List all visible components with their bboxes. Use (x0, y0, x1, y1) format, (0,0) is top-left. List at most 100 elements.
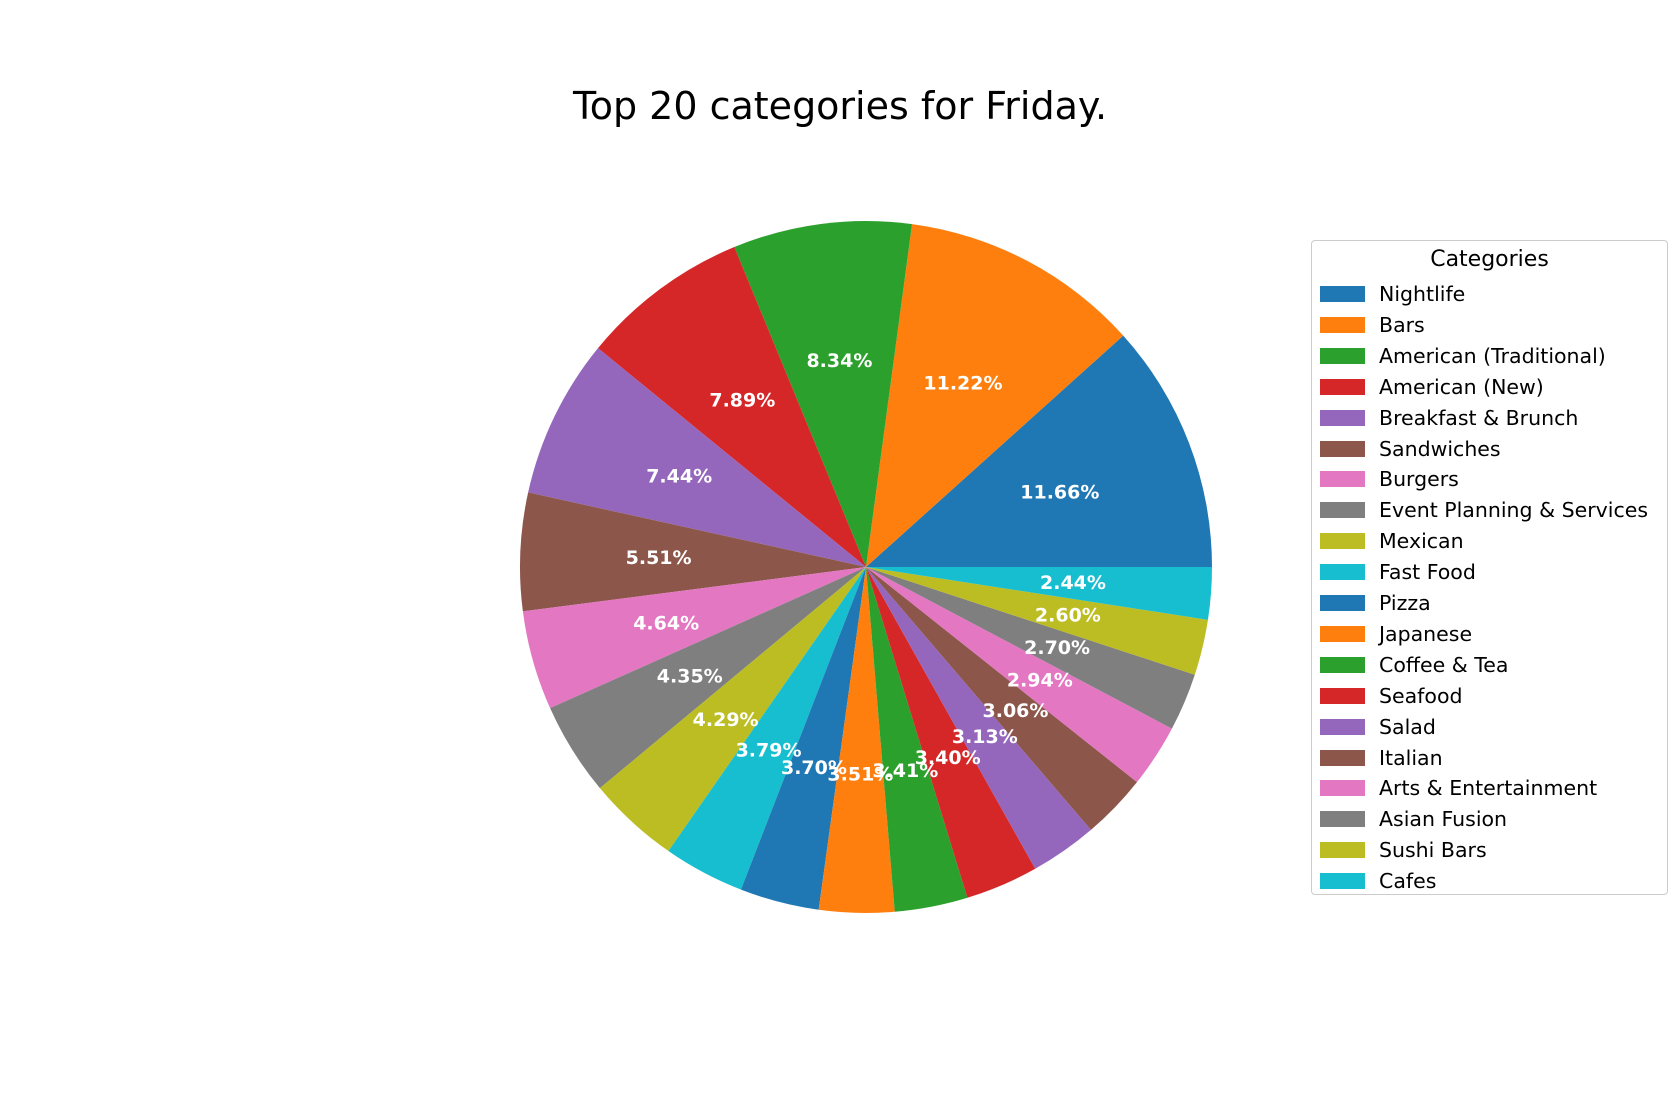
legend-swatch (1320, 595, 1365, 611)
slice-percent-label: 2.44% (1040, 572, 1106, 594)
legend-swatch (1320, 316, 1365, 333)
pie-slice (597, 247, 866, 567)
legend-item: Pizza (1320, 588, 1431, 618)
pie-slice (866, 567, 1208, 675)
slice-percent-label: 3.06% (983, 700, 1049, 722)
pie-slice (734, 220, 913, 567)
legend-label: Cafes (1379, 869, 1437, 894)
slice-percent-label: 2.70% (1024, 637, 1090, 659)
legend-item: Salad (1320, 712, 1436, 742)
slice-percent-label: 7.89% (709, 389, 775, 411)
legend-swatch (1320, 780, 1365, 797)
legend-swatch (1320, 533, 1365, 550)
legend-item: Fast Food (1320, 557, 1476, 587)
slice-percent-label: 3.70% (781, 757, 847, 779)
legend-label: Arts & Entertainment (1379, 776, 1598, 801)
legend-label: Sandwiches (1379, 436, 1501, 461)
legend-label: Nightlife (1379, 282, 1466, 306)
legend-label: American (Traditional) (1379, 343, 1606, 368)
legend-label: Burgers (1379, 467, 1459, 492)
legend-label: Breakfast & Brunch (1379, 405, 1579, 430)
legend-item: Cafes (1320, 866, 1436, 896)
legend-swatch (1320, 286, 1365, 302)
legend-label: Sushi Bars (1379, 838, 1487, 863)
legend-item: Asian Fusion (1320, 804, 1507, 834)
legend-label: Bars (1379, 312, 1425, 337)
slice-percent-label: 2.60% (1035, 604, 1101, 626)
legend-swatch (1320, 471, 1365, 488)
legend-item: Arts & Entertainment (1320, 773, 1597, 803)
pie-slice (866, 567, 968, 912)
legend-label: American (New) (1379, 374, 1544, 399)
pie-slice (866, 567, 1138, 830)
legend-item: Coffee & Tea (1320, 650, 1508, 680)
legend-item: Bars (1320, 310, 1425, 340)
legend-item: American (New) (1320, 372, 1544, 402)
legend-item: Mexican (1320, 526, 1464, 556)
legend: Categories Nightlife Bars American (Tradit… (1311, 240, 1668, 895)
slice-percent-label: 3.51% (827, 764, 893, 786)
legend-item: Sushi Bars (1320, 835, 1487, 865)
legend-item: Sandwiches (1320, 434, 1501, 464)
legend-label: Japanese (1379, 621, 1473, 646)
pie-slice (818, 567, 895, 913)
slice-percent-label: 4.35% (657, 666, 723, 688)
slice-percent-label: 3.13% (952, 726, 1018, 748)
legend-item: Event Planning & Services (1320, 495, 1648, 525)
legend-swatch (1320, 378, 1365, 395)
pie-slice (668, 567, 866, 890)
chart-title: Top 20 categories for Friday. (572, 84, 1108, 128)
legend-swatch (1320, 873, 1365, 890)
legend-item: American (Traditional) (1320, 341, 1606, 371)
legend-swatch (1320, 687, 1365, 704)
pie-slice (599, 567, 866, 852)
slice-percent-label: 7.44% (646, 466, 712, 488)
legend-swatch (1320, 409, 1365, 426)
legend-item: Nightlife (1320, 279, 1465, 309)
slice-percent-label: 2.94% (1007, 670, 1073, 692)
legend-swatch (1320, 656, 1365, 673)
legend-swatch (1320, 625, 1365, 642)
slice-percent-label: 3.41% (872, 760, 938, 782)
pie-slice (866, 335, 1212, 567)
legend-label: Seafood (1379, 683, 1463, 708)
legend-swatch (1320, 842, 1365, 859)
legend-item: Burgers (1320, 464, 1459, 494)
legend-item: Seafood (1320, 681, 1463, 711)
legend-swatch (1320, 347, 1365, 364)
legend-swatch (1320, 564, 1365, 581)
slice-percent-label: 11.22% (923, 372, 1002, 394)
pie-slice (866, 224, 1124, 568)
pie-slice (550, 567, 866, 789)
pie-slice (866, 567, 1172, 783)
slice-percent-label: 3.40% (915, 747, 981, 769)
pie-slice (520, 492, 866, 612)
slice-percent-label: 4.29% (693, 709, 759, 731)
legend-item: Breakfast & Brunch (1320, 403, 1578, 433)
slice-percent-label: 4.64% (633, 612, 699, 634)
legend-title: Categories (1430, 247, 1549, 272)
slice-percent-label: 5.51% (626, 547, 692, 569)
legend-swatch (1320, 718, 1365, 735)
legend-label: Salad (1379, 714, 1436, 739)
legend-label: Fast Food (1379, 560, 1476, 585)
legend-swatch (1320, 749, 1365, 766)
legend-label: Pizza (1379, 591, 1431, 615)
legend-swatch (1320, 811, 1365, 828)
legend-swatch (1320, 440, 1365, 457)
pie-slice (866, 567, 1195, 729)
slice-percent-label: 8.34% (806, 350, 872, 372)
legend-label: Italian (1379, 745, 1443, 770)
pie-slice (522, 567, 866, 709)
legend-swatch (1320, 502, 1365, 519)
pie-slice (740, 567, 866, 910)
legend-item: Italian (1320, 743, 1443, 773)
pie-slice (866, 567, 1036, 898)
legend-label: Coffee & Tea (1379, 652, 1509, 677)
pie-slice (528, 348, 866, 567)
slice-percent-label: 3.79% (736, 739, 802, 761)
pie-slice (866, 567, 1212, 620)
slice-percent-label: 11.66% (1020, 482, 1099, 504)
